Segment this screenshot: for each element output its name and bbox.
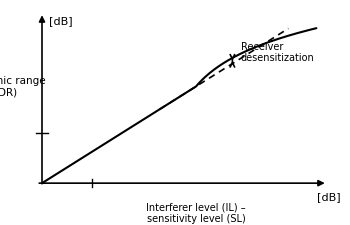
Text: Interferer level (IL) –
sensitivity level (SL): Interferer level (IL) – sensitivity leve… (146, 202, 246, 223)
Text: [dB]: [dB] (49, 16, 73, 26)
Text: Dynamic range
(DR): Dynamic range (DR) (0, 76, 46, 97)
Text: Receiver
desensitization: Receiver desensitization (241, 42, 315, 63)
Text: [dB]: [dB] (317, 191, 341, 201)
